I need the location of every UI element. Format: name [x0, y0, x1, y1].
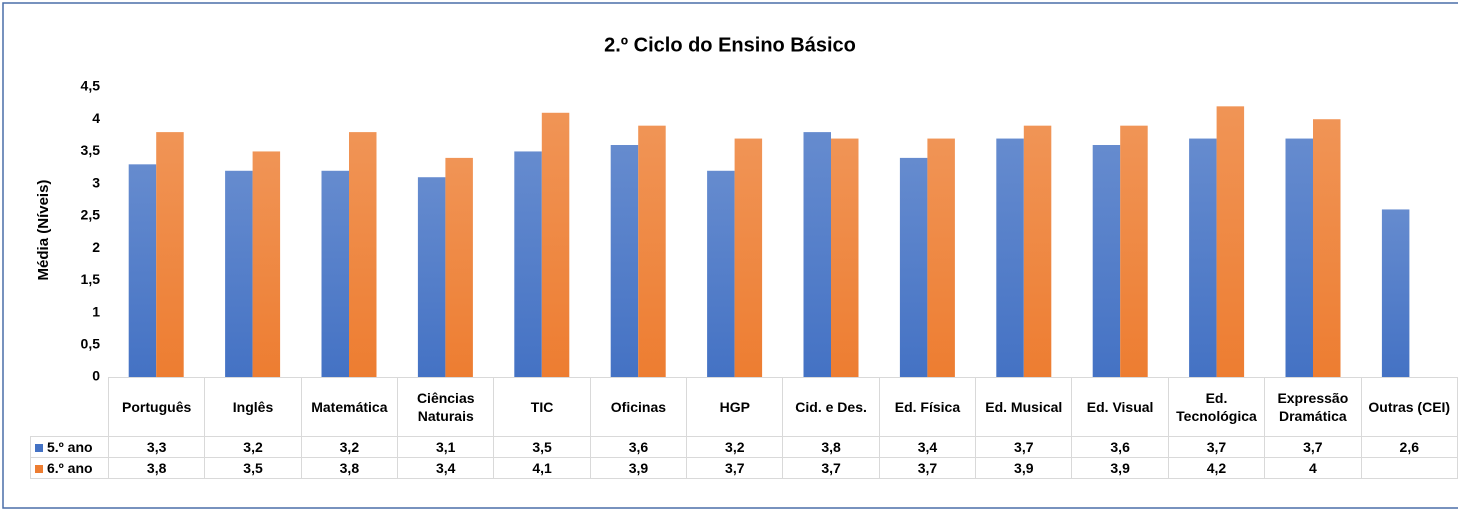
table-value: 3,5: [204, 457, 302, 479]
y-tick-label: 1: [92, 303, 100, 319]
x-tick-label: Inglês: [204, 377, 302, 437]
y-tick-label: 2: [92, 239, 100, 255]
y-tick-label: 1,5: [81, 271, 101, 287]
table-value: 3,9: [975, 457, 1073, 479]
x-tick-label: Ed. Física: [878, 377, 977, 437]
table-value: 3,7: [975, 436, 1073, 458]
table-value: 3,1: [397, 436, 495, 458]
table-corner: [31, 378, 109, 437]
chart-title: 2.º Ciclo do Ensino Básico: [604, 34, 856, 56]
table-value: 3,8: [107, 457, 206, 479]
table-value: 3,9: [589, 457, 688, 479]
legend-label: 6.º ano: [47, 460, 93, 476]
bar: [803, 132, 831, 377]
data-table: Português Inglês Matemática Ciências Natura…: [30, 377, 1458, 479]
table-value: 3,7: [782, 457, 880, 479]
bar: [1120, 125, 1148, 378]
x-tick-label: HGP: [686, 377, 784, 437]
table-value: 4: [1264, 457, 1362, 479]
table-value: 3,4: [397, 457, 495, 479]
bar: [445, 157, 473, 377]
table-value: 4,2: [1167, 457, 1266, 479]
x-tick-label: Português: [107, 377, 206, 437]
bar: [156, 132, 184, 377]
table-value: 3,6: [589, 436, 688, 458]
x-tick-label: Outras (CEI): [1360, 377, 1458, 437]
bar: [1313, 119, 1341, 377]
table-value: 3,8: [782, 436, 880, 458]
bar: [610, 145, 639, 377]
legend-entry: 5.º ano: [30, 436, 109, 458]
legend-label: 5.º ano: [47, 439, 93, 455]
bar: [1216, 106, 1245, 377]
y-axis-label: Média (Níveis): [35, 180, 52, 281]
table-value: 3,7: [686, 457, 784, 479]
table-value: 3,9: [1071, 457, 1169, 479]
x-tick-label: Matemática: [300, 377, 399, 437]
bar: [831, 138, 859, 377]
table-value: 3,2: [686, 436, 784, 458]
table-row: 6.º ano 3,8 3,5 3,8 3,4 4,1 3,9 3,7 3,7 3,7 3,9 3,9…: [30, 457, 1458, 479]
x-tick-label: Oficinas: [589, 377, 688, 437]
bar: [128, 164, 157, 377]
x-tick-label: Expressão Dramática: [1264, 377, 1362, 437]
x-tick-label: Ed. Musical: [975, 377, 1073, 437]
bar: [321, 170, 349, 377]
bar: [514, 151, 542, 377]
table-header-row: Português Inglês Matemática Ciências Natura…: [31, 377, 1458, 437]
bar: [541, 112, 570, 378]
table-value: 3,5: [493, 436, 591, 458]
bar: [734, 138, 763, 377]
bar: [707, 170, 735, 377]
bar: [899, 157, 928, 377]
y-tick-label: 4,5: [81, 78, 101, 94]
bar: [1092, 145, 1121, 377]
table-value: 4,1: [493, 457, 591, 479]
legend-entry: 6.º ano: [30, 457, 109, 479]
x-tick-label: Ciências Naturais: [397, 377, 495, 437]
x-tick-label: TIC: [493, 377, 591, 437]
bar: [996, 138, 1024, 377]
bar: [1189, 138, 1217, 377]
table-value: 3,8: [300, 457, 399, 479]
table-value: 3,7: [1167, 436, 1266, 458]
table-value: 2,6: [1360, 436, 1458, 458]
table-row: 5.º ano 3,3 3,2 3,2 3,1 3,5 3,6 3,2 3,8 3,4 3,7 3,6…: [30, 436, 1458, 458]
x-tick-label: Cid. e Des.: [782, 377, 880, 437]
bar: [1023, 125, 1052, 378]
table-value: 3,2: [204, 436, 302, 458]
table-value: 3,2: [300, 436, 399, 458]
table-value: 3,4: [878, 436, 977, 458]
table-value: 3,6: [1071, 436, 1169, 458]
bar: [225, 170, 253, 377]
table-value: [1360, 457, 1458, 479]
y-tick-label: 2,5: [81, 207, 101, 223]
bar: [1285, 138, 1313, 377]
y-tick-label: 0: [92, 368, 100, 384]
table-value: 3,7: [878, 457, 977, 479]
y-tick-label: 3,5: [81, 142, 101, 158]
table-value: 3,3: [107, 436, 206, 458]
y-tick-label: 0,5: [81, 335, 101, 351]
y-tick-label: 4: [92, 110, 100, 126]
bar: [1381, 209, 1410, 377]
bar: [417, 177, 446, 377]
x-tick-label: Ed. Tecnológica: [1167, 377, 1266, 437]
bar: [638, 125, 666, 378]
bar: [349, 132, 377, 377]
bar: [252, 151, 281, 377]
table-value: 3,7: [1264, 436, 1362, 458]
bar: [927, 138, 955, 377]
y-tick-label: 3: [92, 174, 100, 190]
x-tick-label: Ed. Visual: [1071, 377, 1169, 437]
legend-swatch: [35, 444, 43, 452]
legend-swatch: [35, 465, 43, 473]
